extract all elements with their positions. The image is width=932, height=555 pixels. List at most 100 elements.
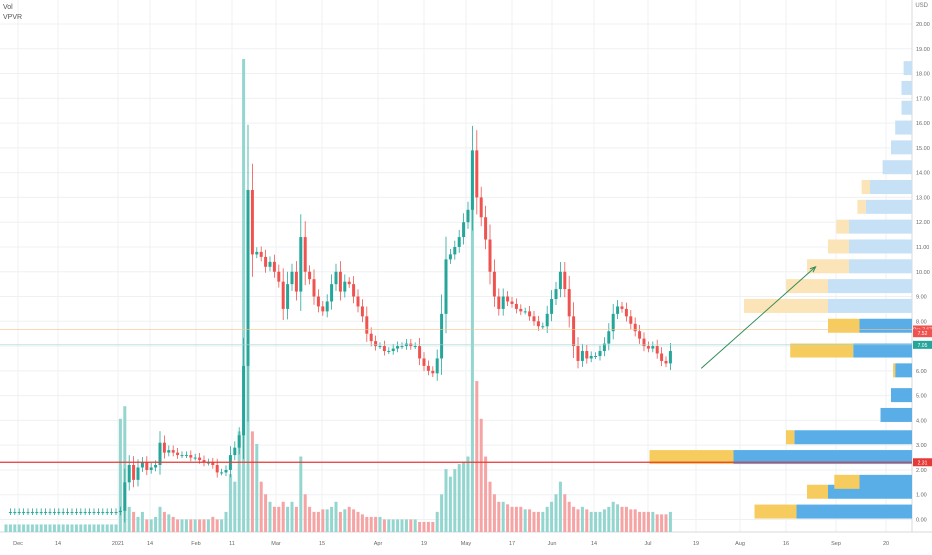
candle-body (145, 462, 149, 470)
candle-body (167, 450, 171, 453)
candle-body (17, 512, 21, 514)
candle-body (378, 346, 382, 348)
vpvr-up-bar (849, 259, 912, 274)
vpvr-up-bar (891, 388, 912, 403)
candle-body (620, 306, 624, 309)
candle-body (655, 346, 659, 354)
candle-body (338, 271, 342, 292)
candle-body (88, 512, 92, 514)
candle-body (286, 284, 290, 309)
candle-body (118, 510, 122, 513)
volume-bar (167, 514, 171, 532)
vpvr-up-bar (882, 160, 912, 175)
vpvr-down-bar (861, 180, 870, 195)
candle-body (611, 313, 615, 332)
candle-body (281, 281, 285, 309)
y-tick-label: 10.00 (916, 270, 930, 276)
volume-bar (74, 524, 78, 532)
x-tick-label: Feb (191, 541, 200, 547)
vpvr-down-bar (786, 430, 795, 445)
volume-bar (233, 481, 237, 532)
candle-body (206, 462, 210, 464)
volume-bar (431, 521, 435, 532)
candle-body (308, 271, 312, 280)
candle-body (532, 316, 536, 322)
candle-body (220, 472, 224, 474)
vpvr-up-bar (796, 504, 912, 519)
volume-bar (497, 501, 501, 532)
volume-bar (440, 494, 444, 532)
volume-bar (646, 511, 650, 532)
volume-bar (387, 519, 391, 532)
vpvr-down-bar (857, 199, 866, 214)
y-tick-label: 3.00 (916, 443, 927, 449)
candle-body (448, 254, 452, 260)
volume-bar (132, 511, 136, 532)
candle-body (268, 261, 272, 267)
y-tick-label: 6.00 (916, 369, 927, 375)
volume-bar (176, 519, 180, 532)
x-tick-label: 15 (319, 541, 325, 547)
candle-body (528, 311, 532, 317)
vpvr-up-bar (865, 199, 912, 214)
volume-bar (594, 511, 598, 532)
candle-body (400, 346, 404, 348)
candle-body (303, 237, 307, 272)
volume-bar (519, 506, 523, 532)
volume-bar (193, 519, 197, 532)
candle-body (250, 189, 254, 255)
candle-body (660, 353, 664, 361)
candle-body (127, 464, 131, 483)
volume-bar (202, 519, 206, 532)
volume-bar (242, 59, 246, 532)
y-tick-label: 14.00 (916, 171, 930, 177)
candle-body (176, 452, 180, 456)
candle-body (347, 281, 351, 285)
candle-body (26, 512, 30, 514)
legend-vpvr[interactable]: VPVR (3, 14, 23, 21)
volume-bar (422, 521, 426, 532)
volume-bar (101, 524, 105, 532)
vpvr-up-bar (853, 343, 912, 358)
x-tick-label: 20 (883, 541, 889, 547)
volume-bar (492, 494, 496, 532)
candle-body (444, 259, 448, 314)
candle-body (629, 316, 633, 324)
candle-body (277, 271, 281, 282)
candle-body (387, 351, 391, 353)
x-tick-label: Sep (831, 541, 841, 547)
x-tick-label: Aug (735, 541, 745, 547)
volume-bar (550, 501, 554, 532)
volume-bar (453, 469, 457, 532)
volume-bar (180, 519, 184, 532)
candle-body (624, 308, 628, 317)
volume-bar (347, 506, 351, 532)
y-tick-label: 19.00 (916, 47, 930, 53)
candle-body (484, 217, 488, 240)
vpvr-down-bar (836, 219, 849, 234)
volume-bar (44, 524, 48, 532)
candle-body (435, 358, 439, 374)
vpvr-up-bar (891, 140, 912, 155)
candle-body (334, 271, 338, 285)
candle-body (330, 284, 334, 302)
legend-volume[interactable]: Vol (3, 4, 13, 11)
volume-bar (616, 504, 620, 532)
volume-bar (140, 511, 144, 532)
volume-bar (52, 524, 56, 532)
volume-bar (35, 524, 39, 532)
candle-body (132, 464, 136, 480)
volume-bar (506, 504, 510, 532)
volume-bar (290, 501, 294, 532)
vpvr-up-bar (901, 80, 912, 95)
volume-bar (237, 431, 241, 532)
vpvr-up-bar (903, 61, 912, 76)
volume-bar (435, 511, 439, 532)
candle-body (272, 261, 276, 272)
volume-bar (4, 524, 8, 532)
volume-bar (484, 456, 488, 532)
candle-body (8, 512, 12, 514)
y-tick-label: 20.00 (916, 22, 930, 28)
